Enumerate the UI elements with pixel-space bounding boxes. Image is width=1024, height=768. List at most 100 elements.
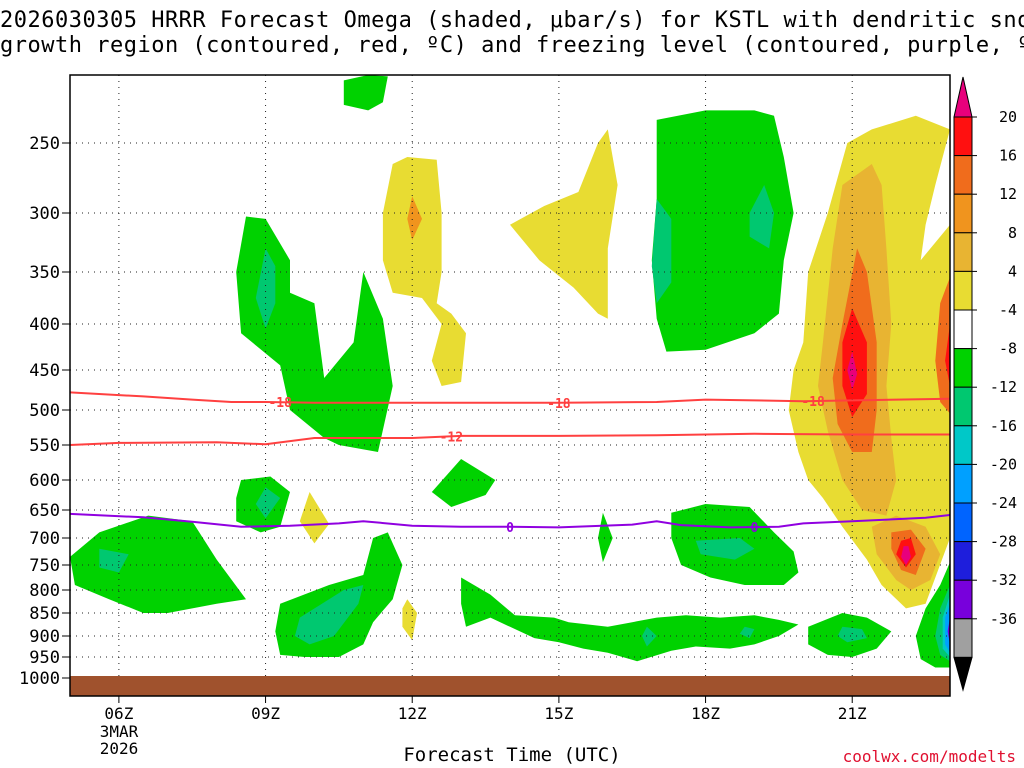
y-tick-label: 900 — [29, 627, 60, 647]
colorbar-tick-label: -20 — [990, 455, 1017, 473]
x-tick-label: 21Z — [838, 704, 867, 723]
plot-frame — [69, 74, 951, 697]
x-tick-label: 06Z — [104, 704, 133, 723]
omega-region — [935, 277, 950, 414]
contour-label: -18 — [547, 397, 571, 412]
contour-label: -12 — [440, 430, 463, 445]
colorbar-swatch — [953, 116, 973, 157]
colorbar-swatch — [953, 155, 973, 195]
omega-region — [255, 487, 281, 519]
y-tick-label: 650 — [29, 501, 60, 521]
y-tick-label: 550 — [29, 436, 60, 456]
x-tick-label: 18Z — [691, 704, 720, 723]
colorbar-swatch — [953, 193, 973, 234]
omega-region — [343, 75, 388, 111]
colorbar-tick-label: -32 — [990, 571, 1017, 589]
omega-region — [402, 599, 418, 641]
chart-title-line2: growth region (contoured, red, ºC) and f… — [0, 33, 1024, 58]
y-tick-label: 500 — [29, 401, 60, 421]
colorbar-bottom-arrow — [953, 656, 973, 692]
contour-line-dendritic-top — [70, 391, 950, 404]
colorbar-tick-label: -28 — [990, 533, 1017, 551]
x-tick-label: 12Z — [398, 704, 427, 723]
y-tick-label: 600 — [29, 471, 60, 491]
omega-region — [695, 538, 755, 560]
date-year: 2026 — [99, 739, 139, 758]
omega-region — [901, 546, 911, 565]
omega-region — [651, 110, 794, 352]
x-axis-time: 06Z 09Z 12Z 15Z 18Z 21Z — [104, 696, 867, 723]
omega-region — [945, 603, 950, 653]
omega-region — [99, 548, 129, 573]
contour-label: 0 — [506, 521, 514, 536]
contour-label: -18 — [268, 396, 292, 411]
y-tick-label: 350 — [29, 263, 60, 283]
colorbar-tick-label: -36 — [990, 610, 1017, 628]
omega-region — [461, 577, 799, 662]
colorbar-swatch — [953, 348, 973, 388]
colorbar-swatch — [953, 618, 973, 658]
ground-terrain — [70, 676, 950, 696]
contour-line-dendritic-bottom — [70, 432, 950, 446]
y-tick-label: 850 — [29, 604, 60, 624]
y-tick-label: 1000 — [19, 669, 60, 689]
colorbar-tick-label: 12 — [999, 185, 1017, 203]
colorbar-tick-label: -8 — [999, 340, 1017, 358]
omega-region — [294, 585, 364, 645]
colorbar-swatch — [953, 232, 973, 272]
omega-shading — [70, 75, 950, 668]
colorbar-tick-label: -4 — [999, 301, 1017, 319]
y-tick-label: 300 — [29, 204, 60, 224]
colorbar-swatch — [953, 386, 973, 427]
omega-region — [837, 626, 867, 643]
colorbar-tick-label: -24 — [990, 494, 1017, 512]
omega-colorbar: 20 16 12 8 4 -4 -8 -12 -16 -20 -24 -28 -32 -36 — [953, 76, 1017, 692]
y-tick-label: 950 — [29, 648, 60, 668]
omega-region — [236, 216, 393, 452]
colorbar-swatch — [953, 579, 973, 620]
omega-region — [651, 199, 672, 304]
omega-region — [255, 248, 276, 329]
credit-link[interactable]: coolwx.com/modelts — [842, 747, 1016, 766]
chart-title-line1: 2026030305 HRRR Forecast Omega (shaded, … — [0, 8, 1024, 33]
omega-region — [842, 308, 867, 417]
colorbar-tick-label: 20 — [999, 108, 1017, 126]
colorbar-swatch — [953, 309, 973, 350]
colorbar-tick-label: 16 — [999, 147, 1017, 165]
omega-region — [642, 626, 657, 647]
y-tick-label: 400 — [29, 315, 60, 335]
omega-region — [70, 515, 246, 613]
colorbar-tick-label: -16 — [990, 417, 1017, 435]
omega-region — [407, 196, 422, 241]
omega-region — [739, 626, 755, 639]
omega-region — [945, 324, 950, 386]
omega-region — [510, 129, 618, 319]
colorbar-swatch — [953, 425, 973, 465]
colorbar-tick-label: -12 — [990, 378, 1017, 396]
y-tick-label: 800 — [29, 581, 60, 601]
omega-region — [749, 185, 774, 249]
x-tick-label: 09Z — [251, 704, 280, 723]
colorbar-swatch — [953, 502, 973, 543]
colorbar-top-arrow — [953, 76, 973, 118]
omega-region — [431, 459, 496, 507]
contour-label: 0 — [751, 521, 759, 536]
y-tick-label: 250 — [29, 134, 60, 154]
contour-label: -18 — [801, 395, 825, 410]
y-tick-label: 750 — [29, 556, 60, 576]
y-tick-label: 450 — [29, 361, 60, 381]
omega-region — [299, 492, 330, 544]
y-tick-label: 700 — [29, 529, 60, 549]
colorbar-swatch — [953, 541, 973, 581]
contour-line-freezing-level — [70, 512, 950, 529]
x-axis-label: Forecast Time (UTC) — [403, 744, 621, 766]
x-tick-label: 15Z — [544, 704, 573, 723]
colorbar-tick-label: 8 — [1008, 224, 1017, 242]
colorbar-swatch — [953, 463, 973, 504]
y-axis-pressure: 250 300 350 400 450 500 550 600 650 700 750 800 850 9… — [19, 134, 70, 689]
date-month: 3MAR — [99, 722, 139, 741]
colorbar-swatch — [953, 270, 973, 311]
temperature-contours: -18 -18 -18 -12 0 0 — [70, 391, 950, 536]
colorbar-tick-label: 4 — [1008, 262, 1017, 280]
